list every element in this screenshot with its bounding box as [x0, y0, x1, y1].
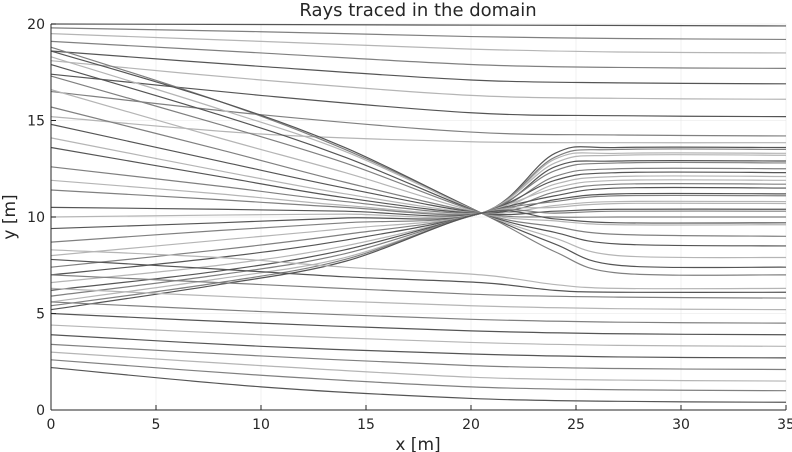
x-tick-label: 5 [152, 417, 161, 433]
y-tick-label: 20 [27, 17, 45, 33]
ray-line [50, 89, 787, 226]
ray-line [50, 23, 787, 27]
y-tick-label: 5 [36, 307, 45, 323]
ray-line [50, 258, 787, 294]
ray-line [50, 343, 787, 371]
chart-title: Rays traced in the domain [299, 0, 536, 21]
ray-line [50, 324, 787, 347]
ray-line [50, 116, 787, 144]
ray-line [50, 166, 787, 214]
x-tick-label: 15 [357, 417, 375, 433]
x-tick-label: 30 [672, 417, 690, 433]
ray-line [50, 33, 787, 54]
y-ticks: 0 5 10 15 20 [27, 17, 56, 419]
y-tick-label: 10 [27, 210, 45, 226]
ray-line [50, 60, 787, 100]
x-tick-label: 0 [47, 417, 56, 433]
ray-line [50, 301, 787, 324]
ray-line [50, 312, 787, 336]
y-tick-label: 0 [36, 403, 45, 419]
ray-line [50, 274, 787, 299]
ray-line [50, 202, 787, 303]
ray-line [50, 63, 787, 247]
ray-line [50, 90, 787, 137]
ray-line [50, 152, 787, 218]
x-tick-label: 20 [462, 417, 480, 433]
ray-line [50, 50, 787, 269]
ray-line [50, 27, 787, 41]
ray-line [50, 160, 787, 217]
ray-line [50, 123, 787, 216]
x-tick-label: 10 [252, 417, 270, 433]
x-axis-label: x [m] [395, 435, 440, 452]
ray-line [50, 334, 787, 359]
ray-line [50, 366, 787, 403]
ray-line [50, 359, 787, 392]
ray-line [50, 167, 787, 216]
ray-line [50, 287, 787, 311]
ray-line [50, 56, 787, 259]
ray-line [50, 175, 787, 215]
ray-line [50, 40, 787, 69]
x-ticks: 0 5 10 15 20 25 30 35 [47, 405, 792, 433]
ray-line [50, 73, 787, 118]
x-tick-label: 25 [567, 417, 585, 433]
ray-line [50, 75, 787, 237]
ray-line [50, 146, 787, 214]
ray-line [50, 137, 787, 215]
y-tick-label: 15 [27, 114, 45, 130]
y-axis-label: y [m] [0, 194, 20, 239]
ray-line [50, 249, 787, 290]
ray-line [50, 106, 786, 218]
ray-line [50, 50, 787, 85]
ray-line [50, 351, 787, 382]
rays [50, 23, 787, 403]
x-tick-label: 35 [777, 417, 792, 433]
ray-line [50, 210, 787, 311]
